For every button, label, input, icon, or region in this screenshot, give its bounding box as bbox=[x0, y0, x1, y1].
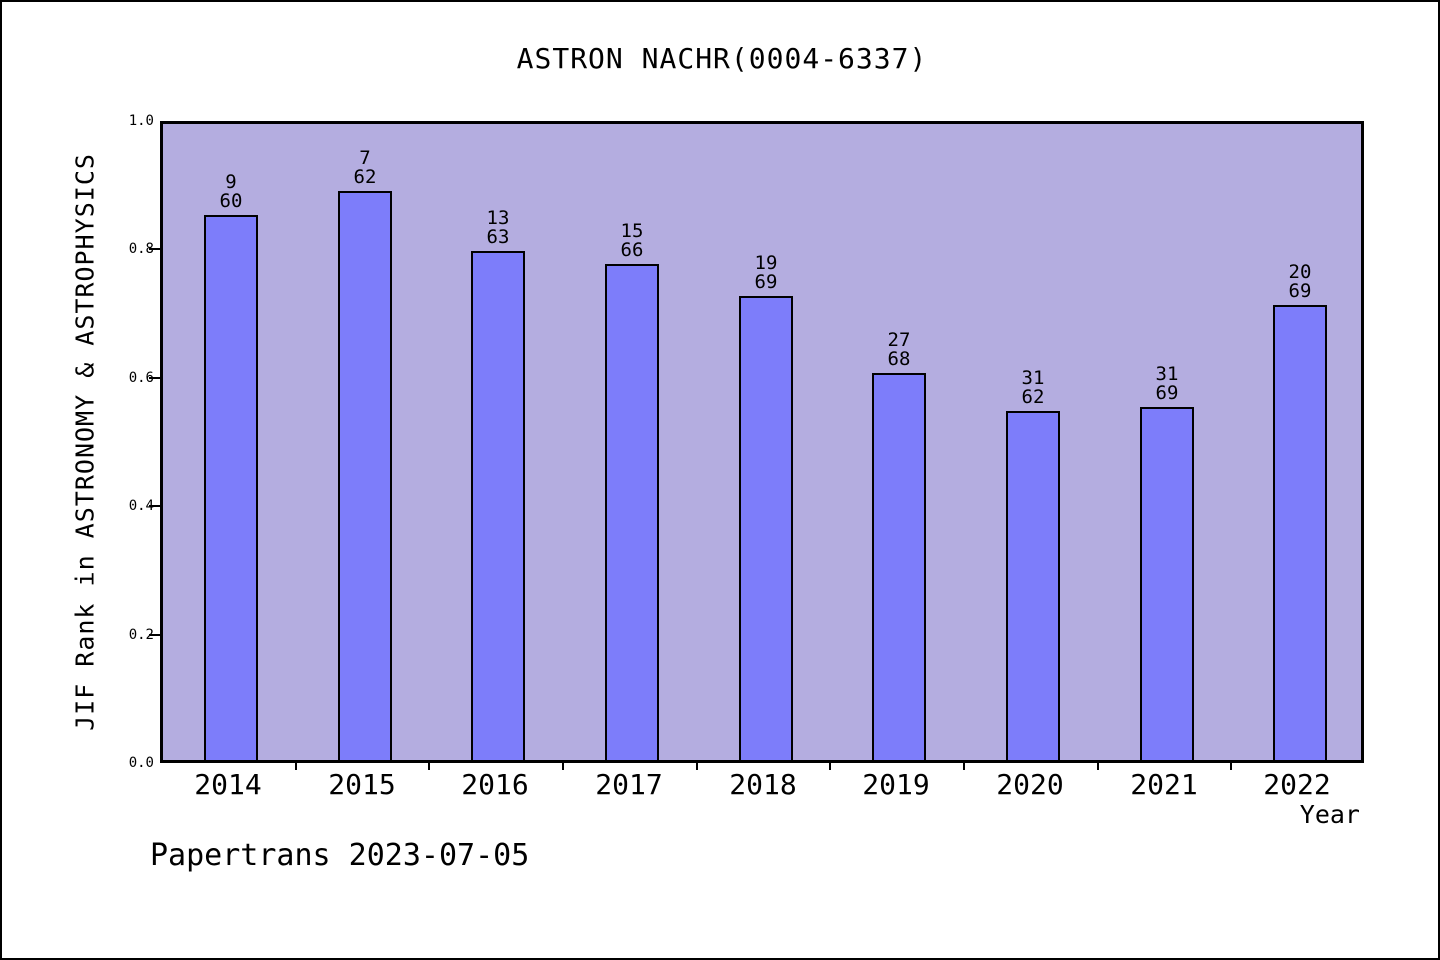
x-category-label-2017: 2017 bbox=[595, 768, 663, 801]
x-tick-mark bbox=[1097, 763, 1099, 770]
bar-2018 bbox=[739, 296, 793, 760]
y-tick-mark bbox=[149, 248, 160, 250]
x-tick-mark bbox=[562, 763, 564, 770]
bar-2019 bbox=[872, 373, 926, 760]
y-tick-label: 0.0 bbox=[128, 755, 154, 771]
bar-total-value: 66 bbox=[620, 239, 644, 261]
bar-value-label-2015: 7 62 bbox=[354, 149, 377, 187]
x-axis-title: Year bbox=[1299, 800, 1360, 829]
bar-2020 bbox=[1006, 411, 1060, 760]
bar-rank-value: 27 bbox=[887, 329, 911, 351]
bar-value-label-2021: 31 69 bbox=[1156, 365, 1179, 403]
x-category-label-2015: 2015 bbox=[328, 768, 396, 801]
bar-value-label-2019: 27 68 bbox=[888, 331, 911, 369]
x-tick-mark bbox=[696, 763, 698, 770]
y-tick-mark bbox=[149, 377, 160, 379]
y-tick-mark bbox=[149, 634, 160, 636]
bar-value-label-2014: 9 60 bbox=[220, 173, 243, 211]
bar-total-value: 69 bbox=[754, 271, 778, 293]
y-tick-label: 0.2 bbox=[128, 627, 154, 643]
x-category-label-2022: 2022 bbox=[1263, 768, 1331, 801]
bar-2021 bbox=[1140, 407, 1194, 760]
y-tick-label: 0.6 bbox=[128, 370, 154, 386]
y-tick-mark bbox=[149, 505, 160, 507]
x-category-label-2020: 2020 bbox=[996, 768, 1064, 801]
bar-value-label-2018: 19 69 bbox=[755, 254, 778, 292]
x-tick-mark bbox=[829, 763, 831, 770]
bar-rank-value: 9 bbox=[225, 171, 237, 193]
chart-title: ASTRON NACHR(0004-6337) bbox=[516, 42, 928, 75]
bar-rank-value: 20 bbox=[1288, 261, 1312, 283]
x-category-label-2021: 2021 bbox=[1130, 768, 1198, 801]
bar-2017 bbox=[605, 264, 659, 760]
x-category-label-2018: 2018 bbox=[729, 768, 797, 801]
x-category-label-2019: 2019 bbox=[862, 768, 930, 801]
bar-rank-value: 15 bbox=[620, 220, 644, 242]
bar-total-value: 62 bbox=[353, 166, 377, 188]
bar-total-value: 62 bbox=[1021, 386, 1045, 408]
bar-2022 bbox=[1273, 305, 1327, 760]
bar-total-value: 60 bbox=[219, 190, 243, 212]
bar-value-label-2022: 20 69 bbox=[1289, 263, 1312, 301]
bar-total-value: 69 bbox=[1155, 382, 1179, 404]
x-category-label-2014: 2014 bbox=[194, 768, 262, 801]
x-axis-labels: 2014 2015 2016 2017 2018 2019 2020 2021 2022 bbox=[2, 768, 1438, 804]
bar-total-value: 69 bbox=[1288, 280, 1312, 302]
bar-rank-value: 7 bbox=[359, 147, 371, 169]
bar-value-label-2016: 13 63 bbox=[487, 209, 510, 247]
y-tick-label: 1.0 bbox=[128, 113, 154, 129]
y-tick-label: 0.8 bbox=[128, 241, 154, 257]
footer-text: Papertrans 2023-07-05 bbox=[150, 838, 530, 873]
bar-rank-value: 31 bbox=[1021, 367, 1045, 389]
bar-total-value: 63 bbox=[486, 226, 510, 248]
x-tick-mark bbox=[428, 763, 430, 770]
bar-rank-value: 31 bbox=[1155, 363, 1179, 385]
x-category-label-2016: 2016 bbox=[461, 768, 529, 801]
bar-2016 bbox=[471, 251, 525, 760]
bar-2015 bbox=[338, 191, 392, 760]
plot-area: 9 60 7 62 13 63 15 66 19 69 27 68 31 62 31 69 20 69 bbox=[160, 121, 1364, 763]
bar-total-value: 68 bbox=[887, 348, 911, 370]
bar-value-label-2020: 31 62 bbox=[1022, 369, 1045, 407]
bar-value-label-2017: 15 66 bbox=[621, 222, 644, 260]
bar-rank-value: 13 bbox=[486, 207, 510, 229]
y-tick-label: 0.4 bbox=[128, 498, 154, 514]
x-tick-mark bbox=[295, 763, 297, 770]
bar-2014 bbox=[204, 215, 258, 760]
bar-rank-value: 19 bbox=[754, 252, 778, 274]
x-tick-mark bbox=[963, 763, 965, 770]
x-tick-mark bbox=[1230, 763, 1232, 770]
